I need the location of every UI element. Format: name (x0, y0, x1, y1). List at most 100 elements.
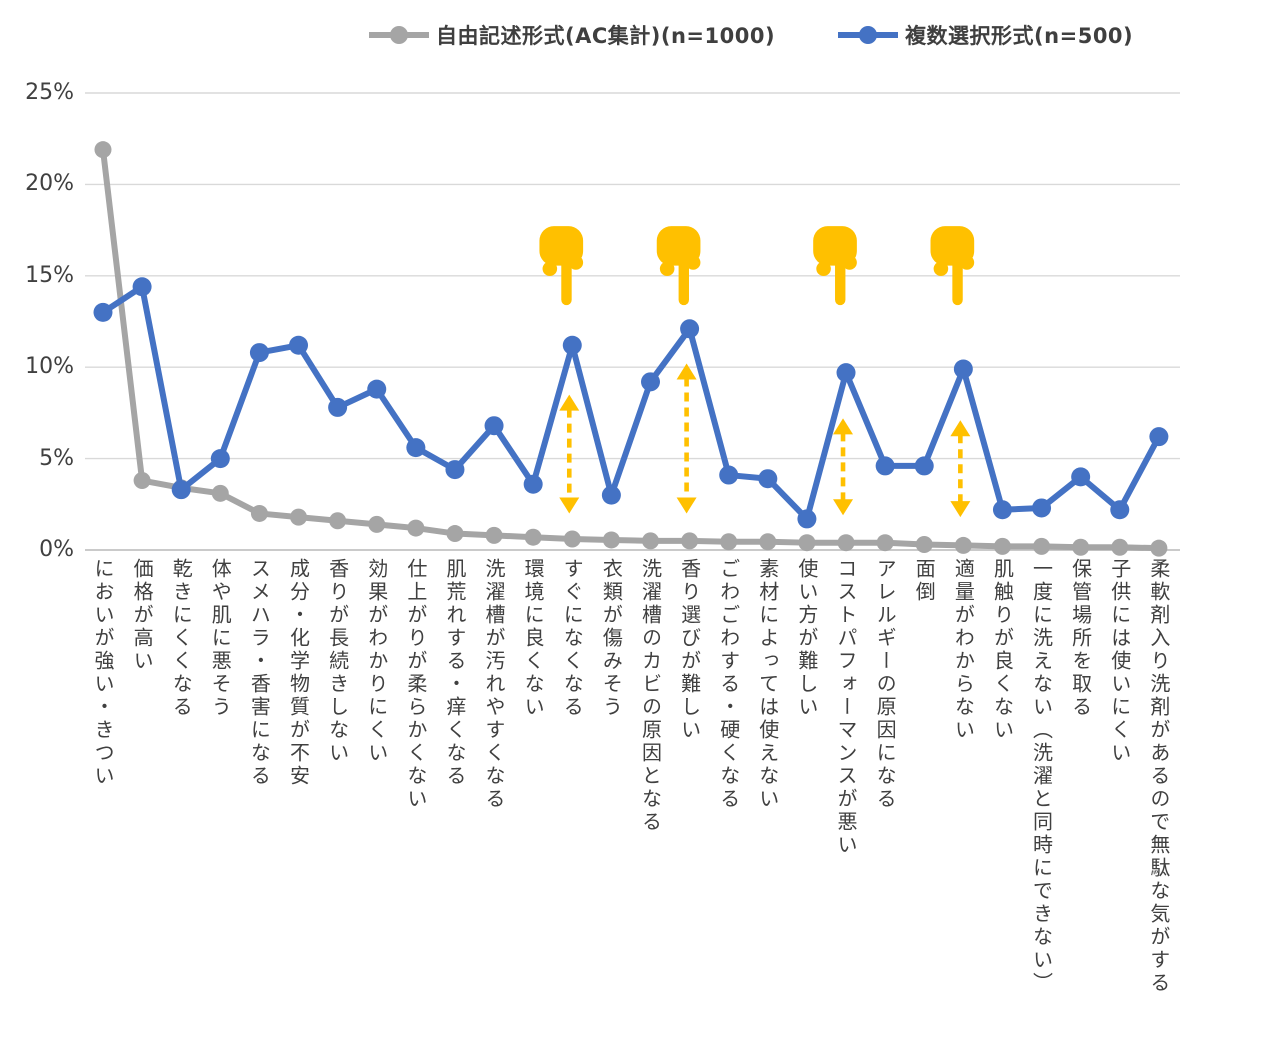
data-point-free-answer (524, 528, 542, 546)
data-point-free-answer (837, 534, 855, 552)
x-axis-label: 使い方が難しい (794, 558, 819, 719)
data-point-free-answer (1072, 538, 1090, 556)
emphasis-arrow-head-up (559, 394, 580, 411)
legend-item-multiple-choice: 複数選択形式(n=500) (837, 20, 1133, 50)
data-point-multiple-choice (758, 469, 778, 489)
data-point-multiple-choice (953, 359, 973, 379)
data-point-multiple-choice (875, 456, 895, 476)
x-axis-label: 一度に洗えない（洗濯と同時にできない） (1029, 558, 1054, 995)
x-axis-label: 子供には使いにくい (1107, 558, 1132, 765)
data-point-multiple-choice (1071, 467, 1091, 487)
legend-label-multiple-choice: 複数選択形式(n=500) (905, 24, 1134, 48)
data-point-multiple-choice (484, 416, 504, 436)
x-axis-label: スメハラ・香害になる (247, 558, 272, 788)
data-point-multiple-choice (132, 277, 152, 297)
data-point-multiple-choice (836, 363, 856, 383)
emphasis-arrow-head-up (676, 363, 697, 380)
data-point-free-answer (133, 472, 151, 490)
data-point-free-answer (954, 536, 972, 554)
emphasis-arrow-head-down (950, 501, 971, 518)
x-axis-label: 効果がわかりにくい (364, 558, 389, 765)
data-point-free-answer (1033, 537, 1051, 555)
x-axis-label: 適量がわからない (951, 558, 976, 742)
x-axis-label: 面倒 (912, 558, 937, 604)
data-point-multiple-choice (523, 474, 543, 494)
data-point-multiple-choice (93, 302, 113, 322)
x-axis-label: アレルギーの原因になる (873, 558, 898, 811)
data-point-free-answer (641, 532, 659, 550)
x-axis-label: 仕上がりが柔らかくない (403, 558, 428, 811)
data-point-multiple-choice (328, 397, 348, 417)
data-point-multiple-choice (640, 372, 660, 392)
data-point-free-answer (681, 532, 699, 550)
x-axis-label: 肌触りが良くない (990, 558, 1015, 742)
data-point-free-answer (1111, 538, 1129, 556)
legend-label-free-answer: 自由記述形式(AC集計)(n=1000) (436, 24, 776, 48)
x-axis-label: 乾きにくくなる (169, 558, 194, 719)
x-axis-label: においが強い・きつい (90, 558, 115, 788)
x-axis-label: 成分・化学物質が不安 (286, 558, 311, 788)
data-point-multiple-choice (992, 500, 1012, 520)
x-axis-label: 肌荒れする・痒くなる (442, 558, 467, 788)
x-axis-label: 柔軟剤入り洗剤があるので無駄な気がする (1146, 558, 1171, 995)
pointing-hand-down-icon (930, 226, 975, 306)
data-point-multiple-choice (249, 343, 269, 363)
y-axis-tick-label: 10% (25, 354, 74, 380)
data-point-multiple-choice (289, 335, 309, 355)
y-axis-tick-label: 20% (25, 171, 74, 197)
data-point-free-answer (94, 141, 112, 159)
data-point-free-answer (368, 515, 386, 533)
data-point-multiple-choice (601, 485, 621, 505)
emphasis-arrow-head-down (559, 497, 580, 514)
data-point-multiple-choice (367, 379, 387, 399)
data-point-free-answer (720, 533, 738, 551)
pointing-hand-down-icon (539, 226, 584, 306)
data-point-free-answer (563, 530, 581, 548)
data-point-multiple-choice (210, 449, 230, 469)
data-point-free-answer (407, 519, 425, 537)
data-point-multiple-choice (797, 509, 817, 529)
data-point-free-answer (876, 534, 894, 552)
legend-item-free-answer: 自由記述形式(AC集計)(n=1000) (368, 20, 775, 50)
data-point-free-answer (798, 534, 816, 552)
data-point-free-answer (1150, 539, 1168, 557)
data-point-multiple-choice (1032, 498, 1052, 518)
data-point-multiple-choice (914, 456, 934, 476)
data-point-free-answer (446, 525, 464, 543)
data-point-free-answer (485, 526, 503, 544)
data-point-free-answer (915, 536, 933, 554)
x-axis-label: 体や肌に悪そう (208, 558, 233, 719)
series-line-multiple-choice (99, 283, 1162, 522)
data-point-free-answer (993, 537, 1011, 555)
x-axis-label: 衣類が傷みそう (599, 558, 624, 719)
data-point-free-answer (329, 512, 347, 530)
emphasis-arrow-head-up (950, 420, 971, 437)
x-axis-label: ごわごわする・硬くなる (716, 558, 741, 811)
y-axis-tick-label: 0% (39, 537, 74, 562)
emphasis-arrow-head-up (833, 418, 854, 435)
legend-marker-blue-icon (838, 26, 899, 44)
series-line-free-answer (99, 146, 1162, 552)
chart-legend: 自由記述形式(AC集計)(n=1000) 複数選択形式(n=500) (368, 20, 1133, 50)
data-point-multiple-choice (680, 319, 700, 339)
emphasis-arrow-head-down (833, 499, 854, 516)
data-point-multiple-choice (445, 460, 465, 480)
data-point-free-answer (290, 508, 308, 526)
x-axis-label: 香り選びが難しい (677, 558, 702, 742)
data-point-free-answer (211, 484, 229, 502)
x-axis-label: 保管場所を取る (1068, 558, 1093, 719)
y-axis-tick-label: 15% (25, 262, 74, 288)
y-axis-tick-label: 25% (25, 80, 74, 105)
legend-marker-gray-icon (369, 26, 429, 44)
x-axis-label: 香りが長続きしない (325, 558, 350, 765)
x-axis-label: 環境に良くない (521, 558, 546, 719)
data-point-free-answer (250, 504, 268, 522)
data-point-multiple-choice (406, 438, 426, 458)
data-point-multiple-choice (719, 465, 739, 485)
data-point-free-answer (602, 531, 620, 549)
data-point-multiple-choice (562, 335, 582, 355)
x-axis-label: 洗濯槽のカビの原因となる (638, 558, 663, 834)
data-point-multiple-choice (1149, 427, 1169, 447)
